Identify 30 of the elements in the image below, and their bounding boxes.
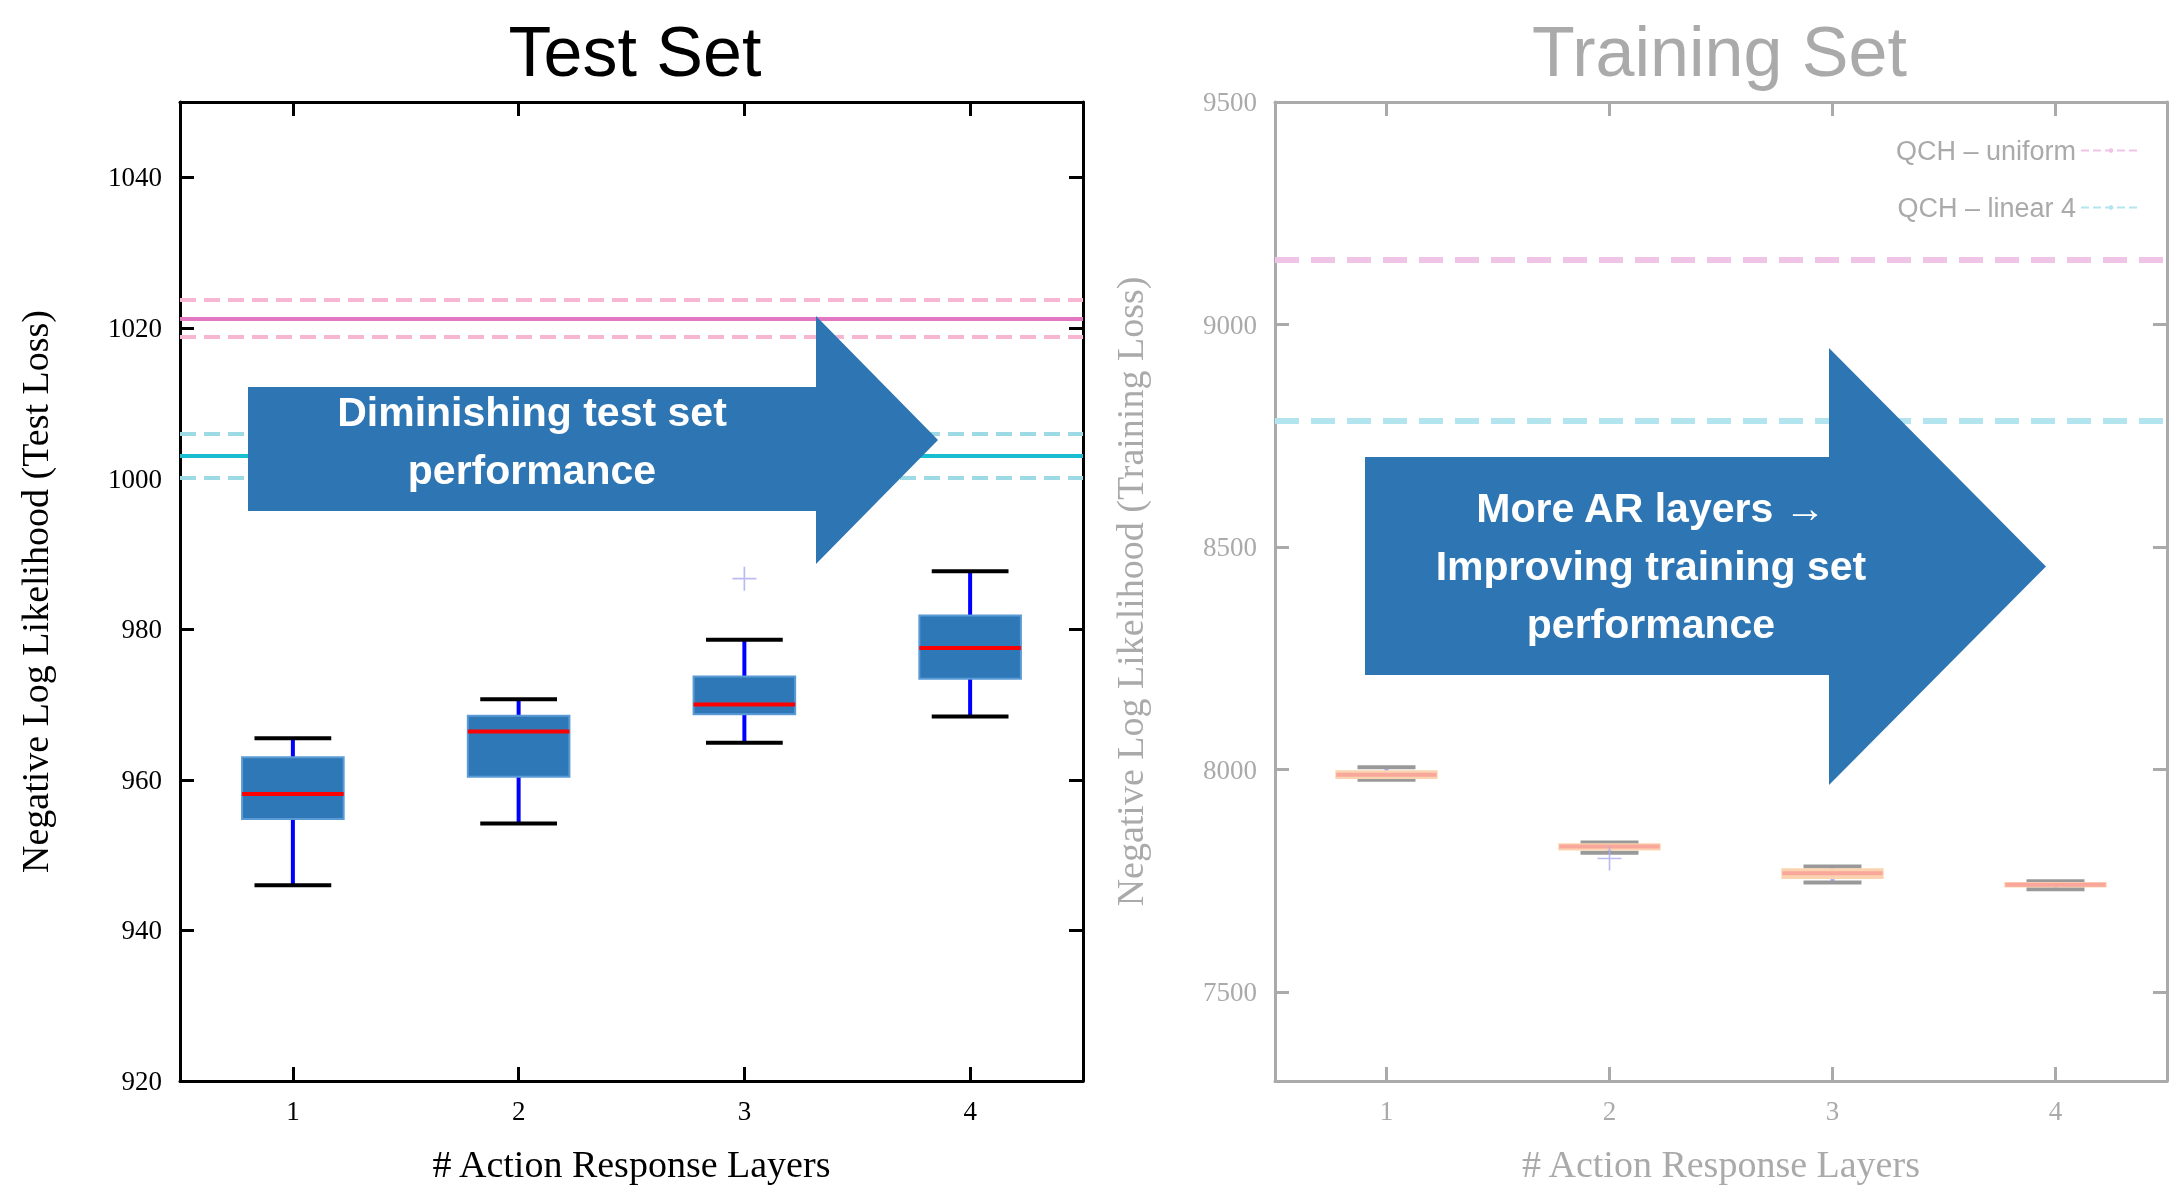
x-axis-title: # Action Response Layers <box>1522 1143 1920 1185</box>
x-tick-label: 3 <box>737 1095 752 1126</box>
annotation: Diminishing test set performance <box>336 388 728 495</box>
y-tick-label: 8500 <box>1203 532 1257 562</box>
x-tick-label: 2 <box>511 1095 526 1126</box>
y-tick-label: 960 <box>121 764 162 795</box>
x-tick-label: 1 <box>286 1095 300 1126</box>
x-tick-label: 4 <box>963 1095 978 1126</box>
y-tick-label: 7500 <box>1203 977 1257 1007</box>
x-tick-label: 2 <box>1602 1095 1617 1126</box>
legend-label: QCH – uniform <box>1895 135 2076 166</box>
x-axis-title: # Action Response Layers <box>432 1143 831 1185</box>
x-tick-label: 4 <box>2048 1095 2063 1126</box>
chart-title: Training Set <box>1532 13 1907 91</box>
y-axis-title: Negative Log Likelihood (Test Loss) <box>14 310 57 873</box>
chart-title: Test Set <box>508 13 762 91</box>
y-tick-label: 1020 <box>108 312 162 343</box>
y-tick-label: 920 <box>121 1066 162 1096</box>
annotation: More AR layers → Improving training set performance <box>1434 484 1868 649</box>
y-axis-title: Negative Log Likelihood (Training Loss) <box>1109 276 1152 907</box>
x-tick-label: 3 <box>1825 1095 1840 1126</box>
y-tick-label: 9000 <box>1203 309 1257 340</box>
y-tick-label: 1000 <box>108 463 162 494</box>
y-tick-label: 8000 <box>1203 754 1257 785</box>
y-tick-label: 9500 <box>1203 87 1257 117</box>
y-tick-label: 940 <box>121 915 162 946</box>
y-tick-label: 1040 <box>108 162 162 193</box>
y-tick-label: 980 <box>121 614 162 645</box>
x-tick-label: 1 <box>1379 1095 1394 1126</box>
legend-label: QCH – linear 4 <box>1897 192 2076 223</box>
